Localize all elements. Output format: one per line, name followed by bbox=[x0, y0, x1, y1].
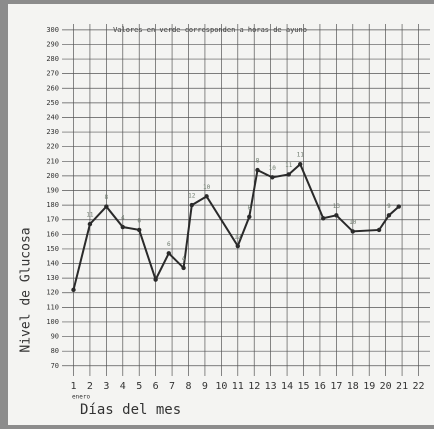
x-tick-label: 3 bbox=[103, 381, 109, 392]
y-tick-label: 170 bbox=[46, 216, 59, 224]
data-point bbox=[247, 215, 251, 219]
y-tick-label: 120 bbox=[46, 289, 59, 297]
x-tick-label: 7 bbox=[169, 381, 175, 392]
data-point bbox=[137, 228, 141, 232]
point-label: 10 bbox=[203, 184, 211, 191]
data-point bbox=[334, 213, 338, 217]
chart: Valores en verde corresponden a horas de… bbox=[0, 0, 434, 425]
data-point bbox=[298, 162, 302, 166]
x-tick-label: 18 bbox=[347, 381, 359, 392]
y-tick-label: 190 bbox=[46, 187, 59, 195]
y-tick-label: 280 bbox=[46, 55, 59, 63]
y-tick-label: 100 bbox=[46, 318, 59, 326]
paper bbox=[8, 4, 434, 425]
x-tick-label: 11 bbox=[232, 381, 244, 392]
y-tick-label: 150 bbox=[46, 245, 59, 253]
data-point bbox=[236, 244, 240, 248]
data-point bbox=[71, 288, 75, 292]
point-label: 10 bbox=[349, 219, 357, 226]
data-point bbox=[204, 194, 208, 198]
y-tick-label: 250 bbox=[46, 99, 59, 107]
point-label: 6 bbox=[137, 217, 141, 224]
point-label: 8 bbox=[105, 194, 109, 201]
x-tick-label: 16 bbox=[314, 381, 326, 392]
x-tick-label: 5 bbox=[136, 381, 142, 392]
point-label: 12 bbox=[234, 234, 242, 241]
point-label: 11 bbox=[285, 162, 293, 169]
data-point bbox=[351, 229, 355, 233]
x-tick-label: 6 bbox=[153, 381, 159, 392]
x-tick-label: 20 bbox=[380, 381, 392, 392]
y-tick-label: 300 bbox=[46, 26, 59, 34]
y-axis-label: Nivel de Glucosa bbox=[19, 227, 34, 352]
x-tick-label: 22 bbox=[412, 381, 424, 392]
data-point bbox=[287, 172, 291, 176]
point-label: 8 bbox=[256, 158, 260, 165]
point-label: 11 bbox=[86, 212, 94, 219]
y-tick-label: 230 bbox=[46, 128, 59, 136]
x-tick-label: 17 bbox=[330, 381, 342, 392]
data-point bbox=[321, 216, 325, 220]
point-label: 6 bbox=[167, 241, 171, 248]
x-tick-label: 14 bbox=[281, 381, 293, 392]
data-point bbox=[377, 228, 381, 232]
y-tick-label: 160 bbox=[46, 230, 59, 238]
y-tick-label: 220 bbox=[46, 143, 59, 151]
x-tick-label: 13 bbox=[265, 381, 277, 392]
x-note: enero bbox=[72, 394, 90, 401]
y-tick-label: 70 bbox=[51, 362, 59, 370]
x-tick-label: 12 bbox=[248, 381, 260, 392]
point-label: 13 bbox=[333, 203, 341, 210]
y-tick-label: 270 bbox=[46, 70, 59, 78]
data-point bbox=[88, 222, 92, 226]
data-point bbox=[397, 204, 401, 208]
y-tick-label: 110 bbox=[46, 303, 59, 311]
point-label: 9 bbox=[387, 203, 391, 210]
data-point bbox=[104, 204, 108, 208]
x-tick-label: 19 bbox=[363, 381, 375, 392]
page: Valores en verde corresponden a horas de… bbox=[0, 0, 434, 425]
x-tick-label: 21 bbox=[396, 381, 408, 392]
x-tick-label: 8 bbox=[185, 381, 191, 392]
x-tick-label: 10 bbox=[215, 381, 227, 392]
y-tick-label: 130 bbox=[46, 274, 59, 282]
x-tick-label: 2 bbox=[87, 381, 93, 392]
point-label: 11 bbox=[297, 152, 305, 159]
y-tick-label: 260 bbox=[46, 84, 59, 92]
data-point bbox=[270, 175, 274, 179]
data-point bbox=[167, 251, 171, 255]
data-point bbox=[121, 225, 125, 229]
y-tick-label: 140 bbox=[46, 260, 59, 268]
x-tick-label: 15 bbox=[297, 381, 309, 392]
y-tick-label: 90 bbox=[51, 333, 59, 341]
data-point bbox=[190, 203, 194, 207]
data-point bbox=[181, 266, 185, 270]
y-tick-label: 180 bbox=[46, 201, 59, 209]
x-tick-label: 4 bbox=[120, 381, 126, 392]
point-label: 4 bbox=[121, 215, 125, 222]
point-label: 12 bbox=[188, 193, 196, 200]
point-label: 10 bbox=[269, 165, 277, 172]
x-axis-label: Días del mes bbox=[80, 402, 181, 418]
y-tick-label: 240 bbox=[46, 113, 59, 121]
data-point bbox=[255, 168, 259, 172]
x-tick-label: 1 bbox=[70, 381, 76, 392]
y-tick-label: 210 bbox=[46, 157, 59, 165]
y-tick-label: 80 bbox=[51, 347, 59, 355]
point-label: 8 bbox=[247, 204, 251, 211]
x-tick-label: 9 bbox=[202, 381, 208, 392]
data-point bbox=[387, 213, 391, 217]
data-point bbox=[153, 277, 157, 281]
y-tick-label: 200 bbox=[46, 172, 59, 180]
point-label: 4 bbox=[182, 255, 186, 262]
y-tick-label: 290 bbox=[46, 40, 59, 48]
